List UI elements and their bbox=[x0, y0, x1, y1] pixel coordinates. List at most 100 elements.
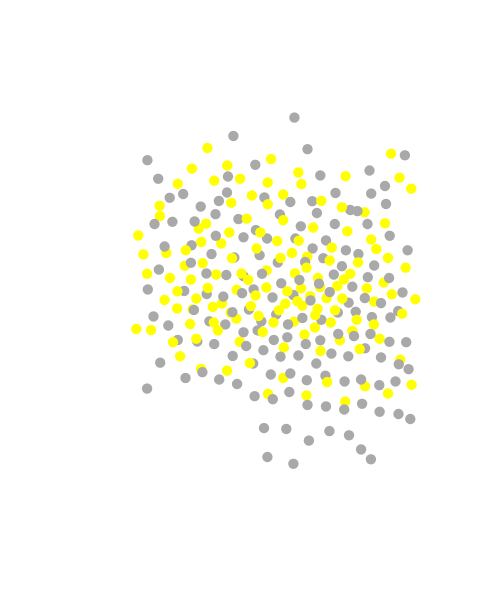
scatter-point-series-2 bbox=[293, 350, 304, 361]
scatter-point-series-2 bbox=[340, 245, 352, 256]
scatter-points bbox=[131, 112, 421, 469]
scatter-point-series-2 bbox=[374, 406, 385, 417]
scatter-point-series-1 bbox=[386, 289, 397, 300]
scatter-point-series-1 bbox=[280, 298, 291, 309]
scatter-point-series-1 bbox=[352, 257, 364, 268]
scatter-point-series-2 bbox=[339, 404, 350, 415]
scatter-point-series-1 bbox=[406, 379, 417, 390]
scatter-point-series-1 bbox=[338, 274, 350, 285]
scatter-point-series-1 bbox=[234, 173, 246, 184]
scatter-point-series-2 bbox=[330, 187, 341, 199]
scatter-point-series-2 bbox=[384, 336, 395, 347]
scatter-point-series-1 bbox=[316, 195, 327, 207]
scatter-point-series-1 bbox=[191, 333, 202, 344]
scatter-point-series-2 bbox=[284, 386, 295, 398]
scatter-point-series-2 bbox=[303, 435, 315, 446]
scatter-point-series-2 bbox=[315, 170, 326, 181]
scatter-point-series-1 bbox=[325, 317, 336, 328]
scatter-point-series-1 bbox=[197, 258, 208, 269]
scatter-point-series-1 bbox=[332, 280, 343, 292]
scatter-point-series-2 bbox=[210, 209, 221, 220]
scatter-point-series-1 bbox=[172, 286, 183, 297]
scatter-point-series-2 bbox=[307, 243, 318, 254]
scatter-point-series-2 bbox=[209, 338, 220, 350]
scatter-point-series-1 bbox=[138, 249, 149, 260]
scatter-point-series-2 bbox=[258, 422, 270, 434]
scatter-point-series-1 bbox=[374, 333, 385, 344]
scatter-point-series-2 bbox=[214, 374, 225, 385]
scatter-point-series-1 bbox=[273, 305, 285, 316]
scatter-point-series-2 bbox=[201, 268, 212, 279]
scatter-point-series-2 bbox=[289, 112, 300, 123]
scatter-point-series-2 bbox=[141, 383, 153, 394]
scatter-point-series-1 bbox=[221, 365, 233, 376]
scatter-point-series-2 bbox=[197, 367, 208, 378]
scatter-point-series-1 bbox=[337, 293, 348, 304]
scatter-point-series-2 bbox=[326, 348, 337, 359]
scatter-point-series-2 bbox=[393, 359, 404, 370]
scatter-point-series-1 bbox=[295, 283, 307, 294]
scatter-point-series-2 bbox=[256, 268, 268, 279]
scatter-point-series-1 bbox=[171, 303, 183, 314]
scatter-point-series-2 bbox=[311, 358, 322, 369]
scatter-point-series-2 bbox=[324, 286, 335, 298]
scatter-point-series-1 bbox=[202, 282, 213, 294]
scatter-point-series-2 bbox=[302, 144, 313, 155]
scatter-point-series-2 bbox=[355, 374, 367, 385]
scatter-point-series-2 bbox=[285, 196, 296, 208]
scatter-point-series-1 bbox=[268, 317, 279, 328]
scatter-point-series-2 bbox=[276, 278, 287, 289]
scatter-point-series-2 bbox=[315, 335, 326, 346]
scatter-point-series-2 bbox=[385, 312, 396, 323]
scatter-point-series-2 bbox=[365, 328, 376, 340]
scatter-point-series-2 bbox=[380, 198, 392, 210]
scatter-point-series-1 bbox=[342, 226, 353, 237]
scatter-point-series-1 bbox=[236, 268, 247, 279]
scatter-point-series-2 bbox=[228, 130, 239, 142]
scatter-point-series-2 bbox=[364, 165, 375, 176]
scatter-point-series-2 bbox=[359, 292, 370, 304]
scatter-point-series-2 bbox=[227, 350, 238, 362]
scatter-point-series-2 bbox=[405, 413, 416, 425]
scatter-point-series-1 bbox=[351, 314, 362, 325]
scatter-point-series-1 bbox=[159, 294, 170, 306]
scatter-point-series-2 bbox=[348, 330, 360, 342]
scatter-point-series-2 bbox=[189, 216, 200, 227]
scatter-point-series-1 bbox=[257, 326, 268, 338]
scatter-point-series-2 bbox=[281, 423, 292, 435]
scatter-point-series-2 bbox=[375, 297, 387, 309]
scatter-point-series-1 bbox=[410, 294, 421, 305]
scatter-point-series-1 bbox=[265, 153, 277, 165]
scatter-point-series-2 bbox=[167, 216, 178, 227]
scatter-point-series-2 bbox=[180, 372, 191, 384]
scatter-point-series-1 bbox=[292, 296, 303, 307]
scatter-point-series-1 bbox=[262, 177, 273, 188]
scatter-point-series-2 bbox=[282, 332, 293, 343]
scatter-point-series-2 bbox=[365, 454, 377, 465]
scatter-point-series-2 bbox=[305, 295, 316, 306]
scatter-point-series-1 bbox=[133, 230, 144, 241]
scatter-point-series-2 bbox=[236, 288, 248, 299]
scatter-point-series-1 bbox=[324, 255, 335, 266]
scatter-point-series-1 bbox=[278, 215, 289, 226]
scatter-point-series-1 bbox=[251, 243, 262, 254]
scatter-point-series-2 bbox=[153, 173, 164, 184]
scatter-point-series-1 bbox=[241, 213, 252, 224]
scatter-point-series-2 bbox=[267, 394, 278, 405]
scatter-point-series-1 bbox=[397, 308, 408, 319]
scatter-point-series-1 bbox=[180, 245, 191, 256]
scatter-point-series-2 bbox=[178, 188, 189, 200]
scatter-point-series-2 bbox=[339, 376, 350, 387]
scatter-point-series-2 bbox=[159, 241, 170, 252]
scatter-point-series-2 bbox=[241, 340, 252, 352]
scatter-point-series-2 bbox=[213, 195, 225, 207]
scatter-point-series-1 bbox=[293, 235, 304, 246]
scatter-point-series-2 bbox=[401, 337, 412, 348]
scatter-point-series-1 bbox=[321, 376, 333, 388]
scatter-point-series-1 bbox=[361, 283, 372, 294]
scatter-point-series-2 bbox=[285, 368, 296, 379]
scatter-point-series-1 bbox=[329, 305, 341, 316]
scatter-point-series-2 bbox=[261, 233, 273, 244]
scatter-point-series-2 bbox=[297, 312, 308, 324]
